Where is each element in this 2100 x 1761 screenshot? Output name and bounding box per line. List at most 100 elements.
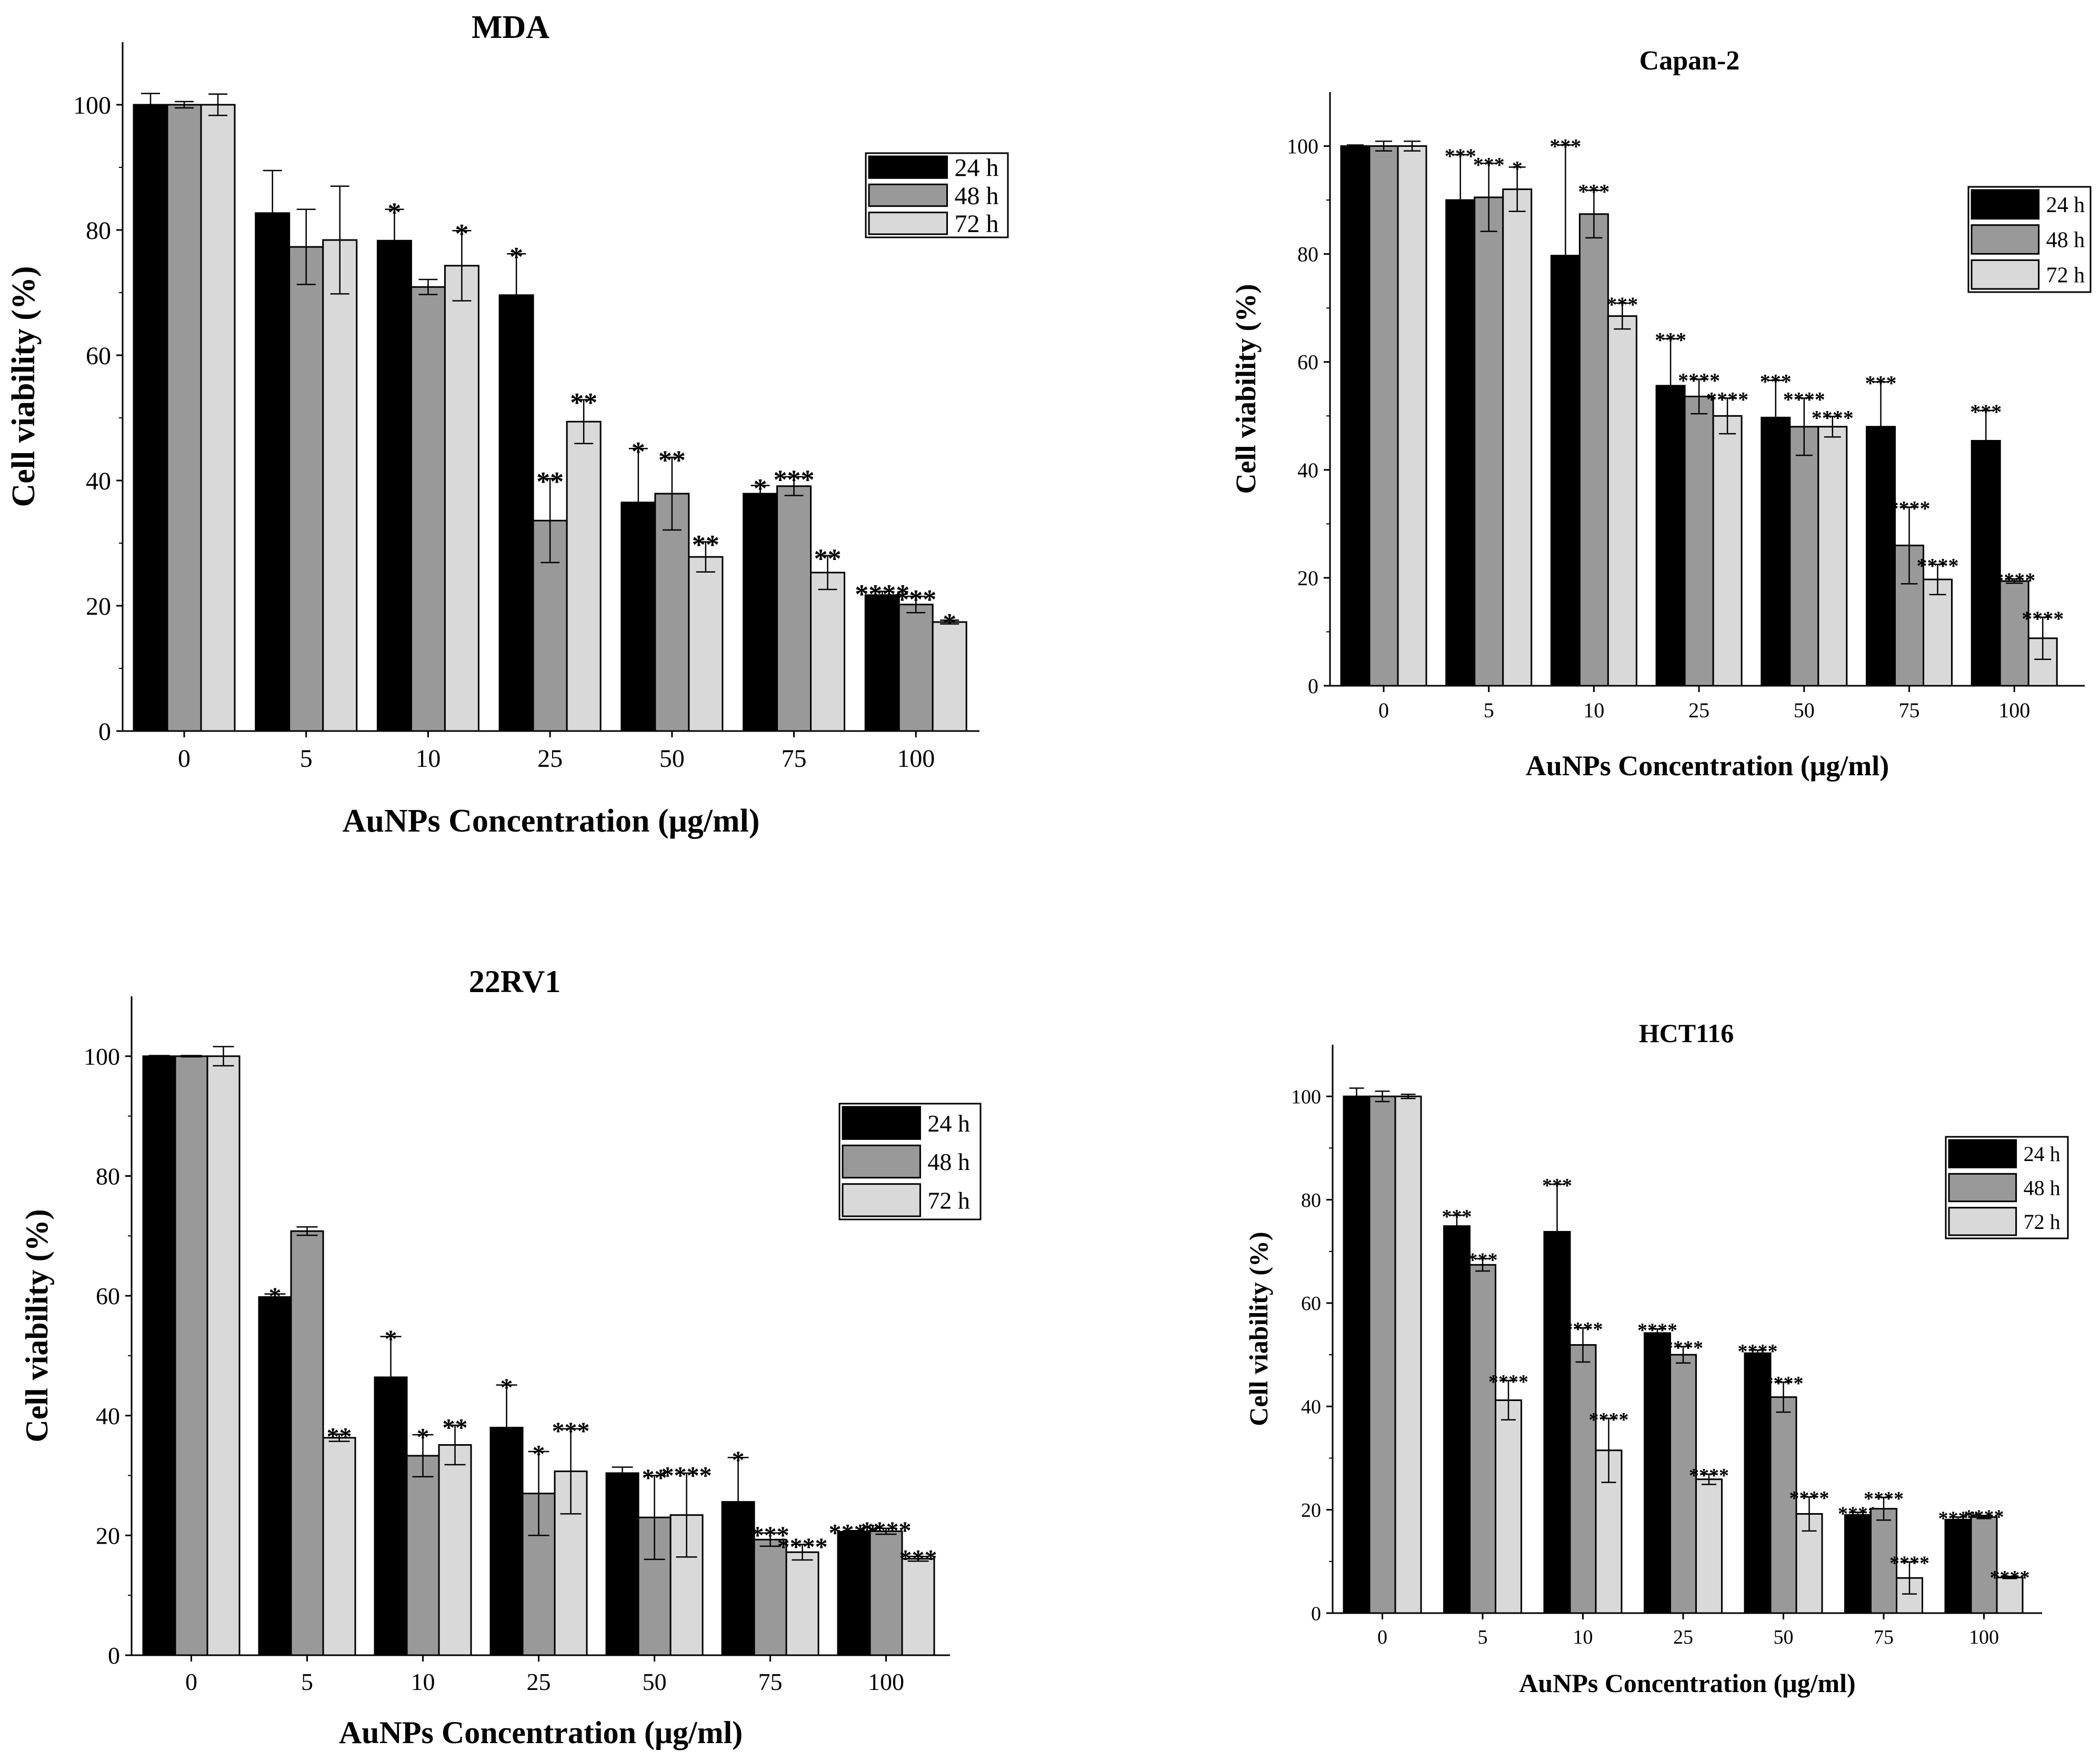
x-tick-label: 100 [897,745,935,773]
x-tick-label: 50 [1794,698,1815,722]
y-tick-label: 60 [96,1283,120,1309]
y-tick-label: 40 [86,467,111,495]
significance-label: **** [1764,1373,1804,1395]
bar-48h-0 [174,1055,208,1656]
y-tick-label: 40 [96,1403,120,1429]
x-tick-label: 10 [1573,1626,1593,1648]
x-tick-label: 25 [537,745,563,773]
significance-label: *** [1445,144,1476,168]
significance-label: **** [861,1517,912,1545]
significance-label: **** [1917,554,1959,577]
legend-label: 72 h [2046,263,2085,287]
significance-label: **** [1663,1337,1703,1359]
bar-24h-100 [837,1531,871,1656]
bar-24h-100 [1971,439,2001,687]
x-tick-label: 0 [185,1668,197,1695]
bar-24h-0 [133,104,168,732]
significance-label: **** [777,1533,828,1561]
bar-24h-5 [258,1296,292,1656]
significance-label: *** [1473,153,1505,176]
legend-label: 72 h [955,210,999,238]
legend-label: 48 h [927,1148,970,1175]
bar-48h-10 [406,1455,440,1656]
y-tick-label: 20 [86,593,111,621]
significance-label: **** [1993,568,2035,592]
significance-label: *** [752,1522,789,1549]
significance-label: **** [1589,1409,1629,1431]
y-tick-label: 0 [108,1642,120,1669]
bar-24h-5 [1443,1225,1471,1614]
y-tick-label: 60 [1297,351,1318,374]
significance-label: **** [1678,369,1720,393]
x-tick-label: 5 [1484,698,1494,722]
y-axis-label: Cell viability (%) [6,266,42,507]
x-tick-label: 10 [1583,698,1604,722]
x-tick-label: 5 [1478,1626,1488,1648]
chart-title: 22RV1 [469,964,561,999]
bar-48h-50 [1789,426,1819,687]
bar-72h-75 [785,1551,819,1656]
x-tick-label: 25 [1688,698,1709,722]
legend-swatch [842,1144,921,1179]
significance-label: **** [1889,1553,1929,1575]
legend-label: 24 h [955,154,999,182]
x-tick-label: 10 [415,745,441,773]
bar-72h-100 [1996,1576,2024,1614]
legend-swatch [1948,1173,2017,1203]
bar-72h-50 [1817,426,1848,687]
bar-72h-0 [206,1055,241,1656]
legend-label: 72 h [927,1187,970,1214]
significance-label: * [385,1325,397,1353]
x-tick-label: 25 [527,1668,551,1695]
bar-48h-75 [776,485,812,732]
y-axis-label: Cell viability (%) [19,1209,54,1442]
bar-48h-25 [1684,395,1714,687]
significance-label: **** [1637,1319,1677,1342]
bar-24h-100 [864,594,900,732]
x-tick-label: 75 [1874,1626,1894,1648]
x-tick-label: 0 [1377,1626,1387,1648]
bar-24h-50 [1761,416,1791,687]
significance-label: ** [814,544,842,574]
x-tick-label: 0 [178,745,191,773]
significance-label: **** [1990,1567,2030,1589]
legend-label: 48 h [955,182,999,210]
bar-24h-0 [1340,145,1371,687]
legend: 24 h 48 h 72 h [838,1103,982,1220]
x-tick-label: 100 [1998,698,2030,722]
legend-label: 24 h [927,1110,970,1137]
y-tick-label: 0 [98,718,111,746]
bar-48h-50 [654,493,690,732]
bar-24h-25 [1644,1332,1671,1614]
legend-label: 24 h [2046,193,2085,217]
bar-72h-0 [1394,1095,1422,1614]
significance-label: ** [658,446,686,476]
legend-label: 72 h [2024,1210,2061,1234]
legend-swatch [868,155,948,179]
significance-label: **** [1888,497,1931,521]
bar-24h-50 [605,1472,639,1656]
y-tick-label: 0 [1308,674,1318,698]
significance-label: * [455,219,468,249]
y-tick-label: 60 [1301,1293,1321,1315]
y-tick-label: 80 [96,1163,120,1190]
x-tick-label: 0 [1378,698,1389,722]
significance-label: * [943,608,956,638]
significance-label: **** [1964,1506,2004,1528]
y-tick-label: 40 [1297,458,1318,482]
bar-24h-0 [142,1055,176,1656]
significance-label: *** [1468,1249,1498,1271]
legend: 24 h48 h72 h [865,152,1009,238]
y-tick-label: 20 [96,1522,120,1549]
significance-label: **** [1488,1371,1528,1393]
bar-48h-0 [166,104,202,732]
y-tick-label: 100 [1291,1086,1321,1108]
x-axis-label: AuNPs Concentration (μg/ml) [1526,750,1889,782]
significance-label: *** [1606,293,1638,316]
bar-48h-10 [1578,213,1609,687]
significance-label: * [754,474,767,504]
legend-swatch [868,212,948,235]
significance-label: *** [1865,372,1897,395]
